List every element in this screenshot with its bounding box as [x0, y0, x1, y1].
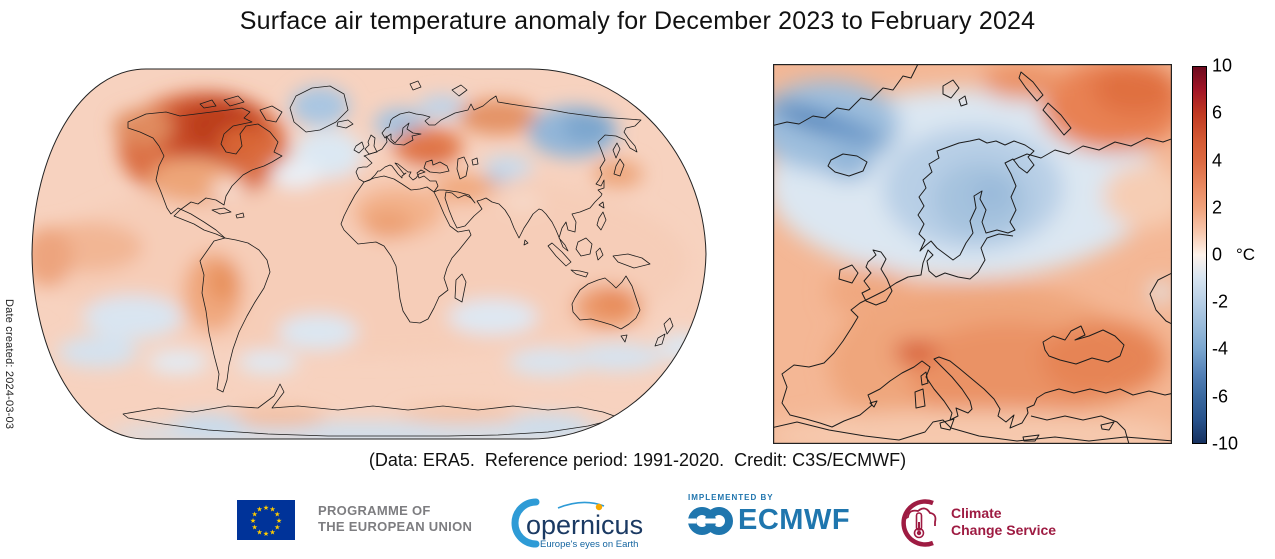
svg-text:★: ★	[252, 511, 258, 519]
svg-text:★: ★	[250, 517, 256, 525]
svg-text:★: ★	[263, 504, 269, 512]
svg-text:★: ★	[274, 511, 280, 519]
ecmwf-implemented-by-label: IMPLEMENTED BY	[688, 493, 774, 502]
ccs-line2: Change Service	[951, 522, 1057, 538]
climate-change-service-logo: Climate Change Service	[893, 496, 1056, 548]
colorbar-tick: -10	[1212, 433, 1239, 454]
colorbar-tick: 0	[1212, 244, 1223, 265]
ecmwf-rings-icon	[688, 506, 733, 535]
ecmwf-wordmark: ECMWF	[738, 504, 851, 536]
colorbar-unit-label: °C	[1236, 245, 1256, 264]
svg-text:★: ★	[269, 506, 275, 514]
colorbar-tick: 10	[1212, 55, 1233, 76]
europe-map-frame	[773, 64, 1172, 444]
copernicus-tagline: Europe's eyes on Earth	[540, 539, 638, 550]
world-map-outline	[31, 68, 707, 440]
ccs-line1: Climate	[951, 505, 1002, 521]
svg-text:★: ★	[252, 524, 258, 532]
date-created-label: Date created: 2024-03-03	[3, 299, 15, 430]
copernicus-logo: opernicus Europe's eyes on Earth	[511, 498, 643, 550]
copernicus-c-swoosh-icon	[511, 498, 540, 548]
eu-programme-label: PROGRAMME OF THE EUROPEAN UNION	[318, 503, 472, 535]
svg-text:★: ★	[274, 524, 280, 532]
svg-text:★: ★	[263, 530, 269, 538]
logo-row: ★ ★ ★ ★ ★ ★ ★ ★ ★ ★ ★ ★ PROGRAMME OF THE EUROPEA…	[0, 490, 1275, 556]
svg-text:★: ★	[276, 517, 282, 525]
ecmwf-logo: IMPLEMENTED BY ECMWF	[688, 493, 850, 537]
copernicus-wordmark: opernicus	[526, 510, 643, 540]
colorbar-tick: 2	[1212, 197, 1223, 218]
svg-text:★: ★	[269, 528, 275, 536]
ccs-label: Climate Change Service	[951, 505, 1056, 539]
eu-programme-line2: THE EUROPEAN UNION	[318, 519, 473, 534]
svg-text:★: ★	[256, 506, 262, 514]
copernicus-satellite-icon	[595, 503, 603, 511]
colorbar-tick: -4	[1212, 338, 1229, 359]
colorbar	[1192, 66, 1207, 444]
figure-title: Surface air temperature anomaly for Dece…	[239, 7, 1036, 35]
world-coastlines	[122, 80, 674, 437]
figure-caption: (Data: ERA5. Reference period: 1991-2020…	[368, 450, 907, 470]
colorbar-tick: -6	[1212, 386, 1229, 407]
europe-map	[773, 64, 1172, 444]
world-map	[31, 68, 707, 440]
ccs-crescent-thermometer-icon	[901, 499, 937, 547]
colorbar-tick: 6	[1212, 102, 1223, 123]
colorbar-tick: 4	[1212, 150, 1223, 171]
eu-flag-icon: ★ ★★ ★★★ ★★★ ★★★	[237, 500, 295, 540]
eu-programme-line1: PROGRAMME OF	[318, 503, 431, 518]
europe-coastlines	[773, 64, 1172, 444]
svg-text:★: ★	[256, 528, 262, 536]
colorbar-tick: -2	[1212, 291, 1229, 312]
